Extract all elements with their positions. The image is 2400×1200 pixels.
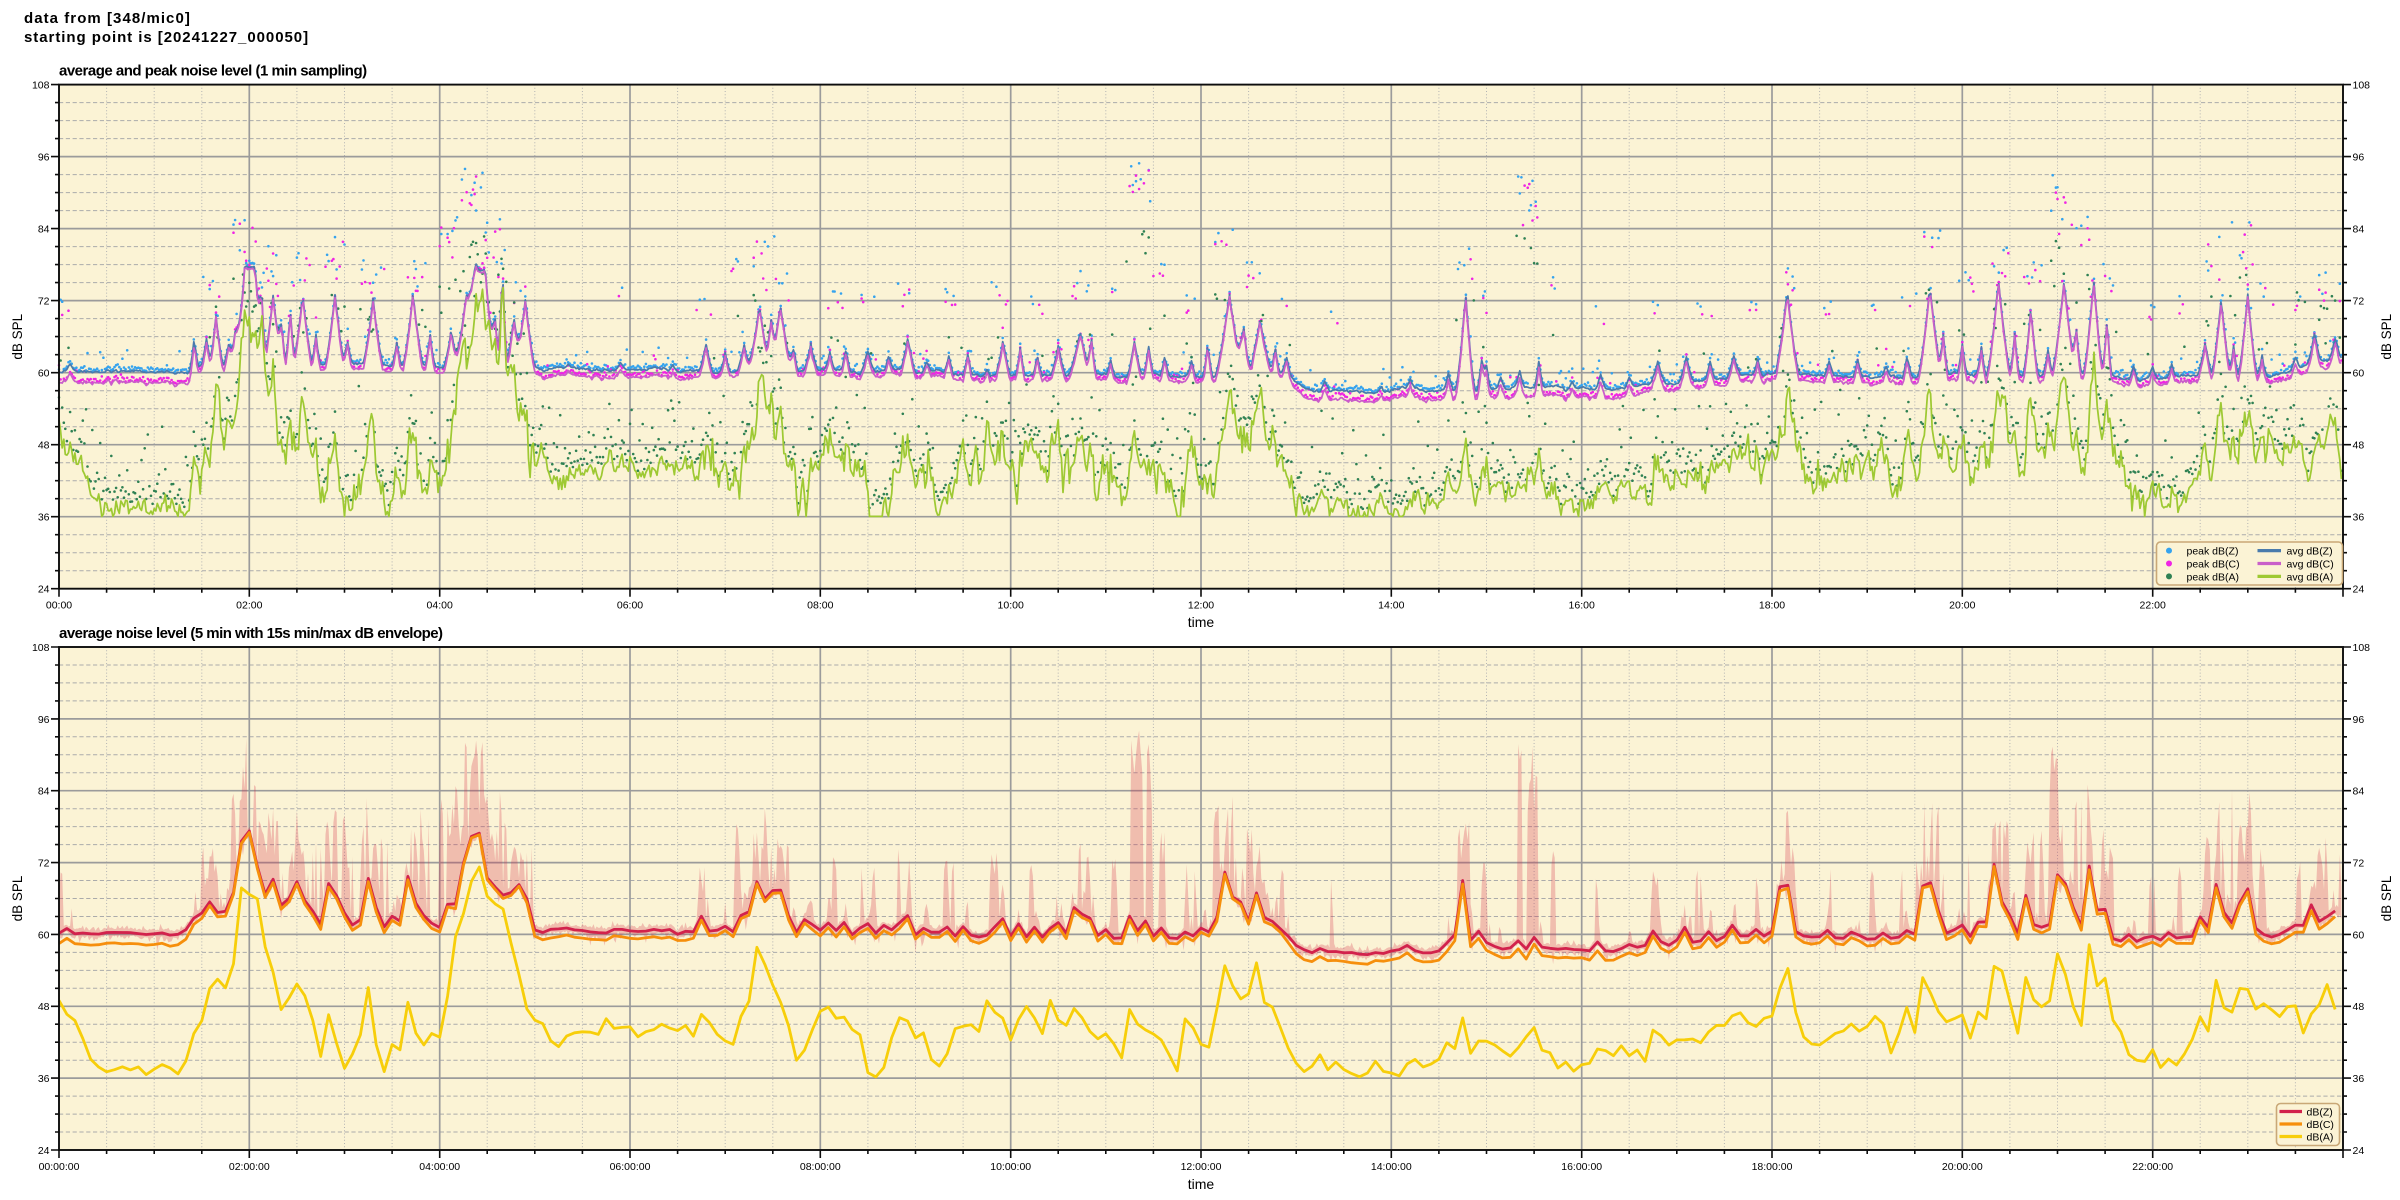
svg-text:96: 96 <box>2353 714 2365 726</box>
svg-text:72: 72 <box>2353 858 2365 870</box>
svg-text:96: 96 <box>2353 152 2365 164</box>
svg-text:data from [348/mic0]: data from [348/mic0] <box>24 10 191 27</box>
svg-text:18:00: 18:00 <box>1759 600 1785 612</box>
svg-text:dB SPL: dB SPL <box>10 875 25 921</box>
svg-text:60: 60 <box>38 929 50 941</box>
svg-text:108: 108 <box>2353 80 2371 92</box>
svg-text:48: 48 <box>38 1001 50 1013</box>
svg-text:84: 84 <box>38 224 50 236</box>
svg-text:avg dB(C): avg dB(C) <box>2287 558 2334 570</box>
svg-text:starting point is [20241227_00: starting point is [20241227_000050] <box>24 29 309 46</box>
svg-text:48: 48 <box>2353 440 2365 452</box>
svg-text:06:00:00: 06:00:00 <box>610 1161 651 1173</box>
svg-text:18:00:00: 18:00:00 <box>1752 1161 1793 1173</box>
svg-text:24: 24 <box>2353 1145 2365 1157</box>
svg-text:20:00: 20:00 <box>1949 600 1975 612</box>
svg-text:peak dB(C): peak dB(C) <box>2187 558 2240 570</box>
svg-text:12:00:00: 12:00:00 <box>1181 1161 1222 1173</box>
svg-text:24: 24 <box>38 1145 50 1157</box>
svg-text:36: 36 <box>2353 1073 2365 1085</box>
svg-text:72: 72 <box>2353 296 2365 308</box>
svg-text:48: 48 <box>38 440 50 452</box>
svg-text:dB(A): dB(A) <box>2307 1131 2334 1143</box>
svg-text:dB(Z): dB(Z) <box>2307 1106 2333 1118</box>
svg-text:84: 84 <box>2353 224 2365 236</box>
svg-text:72: 72 <box>38 296 50 308</box>
svg-text:average noise level (5 min wit: average noise level (5 min with 15s min/… <box>59 625 443 642</box>
svg-text:00:00: 00:00 <box>46 600 72 612</box>
svg-text:12:00: 12:00 <box>1188 600 1214 612</box>
svg-text:16:00: 16:00 <box>1569 600 1595 612</box>
svg-text:08:00: 08:00 <box>807 600 833 612</box>
svg-text:96: 96 <box>38 714 50 726</box>
svg-text:36: 36 <box>2353 512 2365 524</box>
svg-text:84: 84 <box>38 786 50 798</box>
svg-text:108: 108 <box>32 80 50 92</box>
svg-text:average and peak noise level (: average and peak noise level (1 min samp… <box>59 63 367 80</box>
svg-text:time: time <box>1188 1176 1215 1192</box>
svg-text:10:00:00: 10:00:00 <box>990 1161 1031 1173</box>
svg-text:peak dB(A): peak dB(A) <box>2187 571 2240 583</box>
svg-text:24: 24 <box>2353 584 2365 596</box>
svg-text:60: 60 <box>2353 929 2365 941</box>
svg-text:peak dB(Z): peak dB(Z) <box>2187 546 2239 558</box>
svg-text:96: 96 <box>38 152 50 164</box>
svg-text:10:00: 10:00 <box>998 600 1024 612</box>
svg-text:avg dB(A): avg dB(A) <box>2287 571 2334 583</box>
svg-text:36: 36 <box>38 1073 50 1085</box>
svg-text:dB SPL: dB SPL <box>2379 313 2394 359</box>
svg-text:dB(C): dB(C) <box>2307 1119 2334 1131</box>
svg-text:72: 72 <box>38 858 50 870</box>
svg-text:20:00:00: 20:00:00 <box>1942 1161 1983 1173</box>
svg-text:60: 60 <box>38 368 50 380</box>
svg-text:dB SPL: dB SPL <box>10 313 25 359</box>
svg-text:24: 24 <box>38 584 50 596</box>
svg-text:48: 48 <box>2353 1001 2365 1013</box>
svg-text:avg dB(Z): avg dB(Z) <box>2287 546 2333 558</box>
svg-text:22:00:00: 22:00:00 <box>2132 1161 2173 1173</box>
svg-text:dB SPL: dB SPL <box>2379 875 2394 921</box>
svg-text:84: 84 <box>2353 786 2365 798</box>
svg-text:60: 60 <box>2353 368 2365 380</box>
svg-text:time: time <box>1188 614 1215 630</box>
svg-text:02:00:00: 02:00:00 <box>229 1161 270 1173</box>
svg-text:06:00: 06:00 <box>617 600 643 612</box>
svg-text:08:00:00: 08:00:00 <box>800 1161 841 1173</box>
svg-text:02:00: 02:00 <box>236 600 262 612</box>
svg-text:108: 108 <box>32 642 50 654</box>
svg-text:22:00: 22:00 <box>2140 600 2166 612</box>
svg-text:04:00: 04:00 <box>427 600 453 612</box>
svg-text:00:00:00: 00:00:00 <box>39 1161 80 1173</box>
svg-text:36: 36 <box>38 512 50 524</box>
svg-text:16:00:00: 16:00:00 <box>1561 1161 1602 1173</box>
svg-text:14:00: 14:00 <box>1378 600 1404 612</box>
svg-text:04:00:00: 04:00:00 <box>419 1161 460 1173</box>
svg-text:14:00:00: 14:00:00 <box>1371 1161 1412 1173</box>
svg-text:108: 108 <box>2353 642 2371 654</box>
